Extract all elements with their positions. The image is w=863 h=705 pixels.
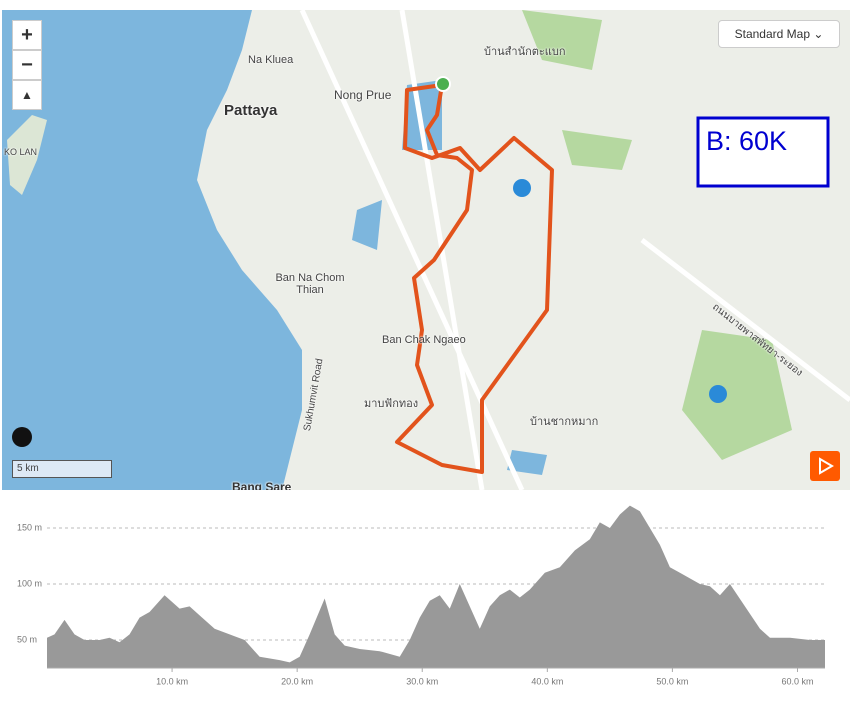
- place-label: Na Kluea: [248, 54, 294, 66]
- selector-label: Standard Map: [734, 27, 810, 41]
- x-tick-label: 40.0 km: [531, 676, 563, 686]
- x-tick-label: 10.0 km: [156, 676, 188, 686]
- y-tick-label: 100 m: [17, 578, 42, 588]
- place-label: มาบฟักทอง: [364, 398, 419, 410]
- x-tick-label: 50.0 km: [656, 676, 688, 686]
- map[interactable]: Na Kluea Pattaya Nong Prue KO LAN Ban Na…: [2, 10, 850, 490]
- place-label: บ้านสำนักตะแบก: [484, 46, 566, 58]
- annotation: B: 60K: [706, 126, 788, 156]
- y-tick-label: 150 m: [17, 522, 42, 532]
- zoom-out[interactable]: −: [12, 50, 42, 80]
- x-tick-label: 20.0 km: [281, 676, 313, 686]
- place-label: Pattaya: [224, 102, 278, 119]
- x-tick-label: 30.0 km: [406, 676, 438, 686]
- place-label: บ้านชากหมาก: [530, 416, 599, 428]
- scale-bar: 5 km: [12, 460, 112, 478]
- map-base: [2, 10, 850, 490]
- place-label: Bang Sare: [232, 480, 292, 490]
- x-tick-label: 60.0 km: [781, 676, 813, 686]
- zoom-in[interactable]: +: [12, 20, 42, 50]
- place-label: Ban Chak Ngaeo: [382, 334, 466, 346]
- compass[interactable]: ▲: [12, 80, 42, 110]
- place-label: KO LAN: [4, 147, 38, 157]
- elevation-chart: 50 m 100 m 150 m 10.0 km 20.0 km 30.0 km 40.0 …: [17, 505, 825, 686]
- place-label: Nong Prue: [334, 88, 392, 102]
- elevation-area: [47, 505, 825, 668]
- map-style-selector[interactable]: Standard Map ⌄: [718, 20, 840, 48]
- y-tick-label: 50 m: [17, 634, 37, 644]
- place-label: Ban Na Chom Thian: [275, 272, 345, 296]
